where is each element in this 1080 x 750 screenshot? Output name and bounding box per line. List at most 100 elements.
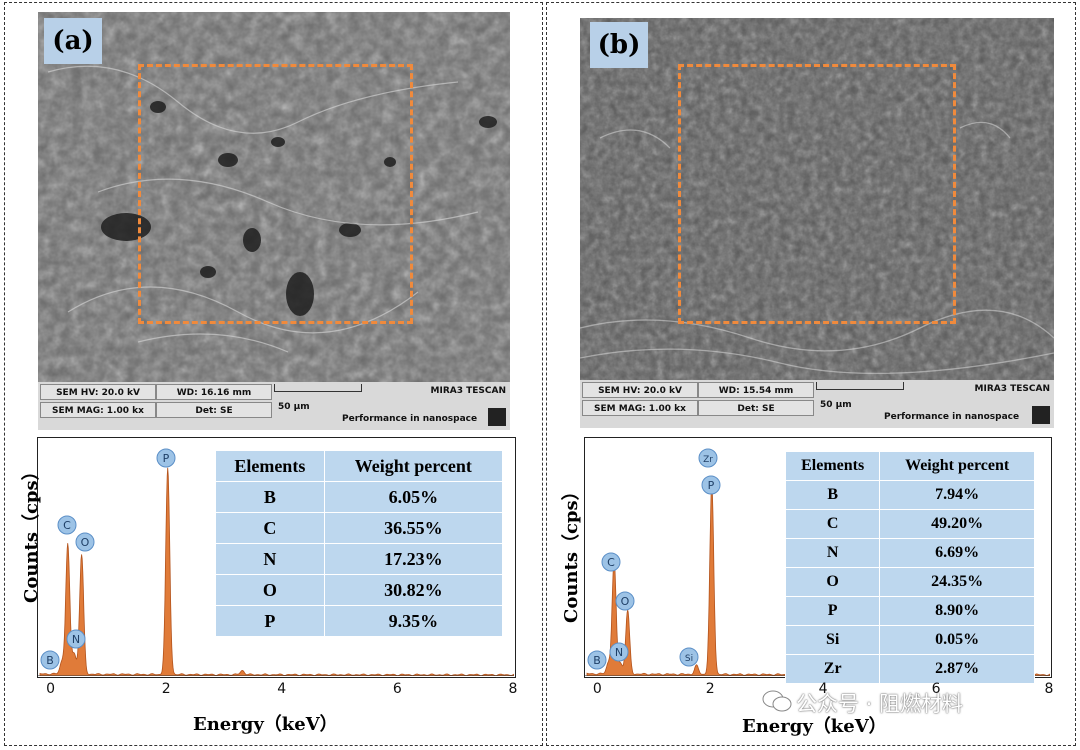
- element-name: N: [215, 543, 325, 575]
- peak-label-c: C: [601, 552, 621, 572]
- panel-label-b: (b): [590, 22, 648, 68]
- tescan-logo-icon: [488, 408, 506, 426]
- peak-label-text: P: [708, 479, 715, 492]
- x-tick-label: 2: [705, 681, 715, 697]
- peak-label-text: B: [46, 654, 54, 667]
- x-axis-label-a: Energy（keV）: [193, 714, 338, 735]
- x-tick-label: 4: [277, 681, 287, 697]
- x-tick-label: 8: [1044, 681, 1054, 697]
- table-row: O 30.82%: [215, 574, 504, 606]
- table-header: Weight percent: [323, 450, 504, 482]
- weight-percent: 24.35%: [879, 567, 1035, 597]
- element-name: P: [215, 605, 325, 637]
- peak-label-text: C: [63, 519, 71, 532]
- element-name: P: [784, 596, 881, 626]
- element-name: B: [784, 480, 881, 510]
- y-axis-label-b: Counts（cps）: [561, 482, 582, 623]
- sem-brand: MIRA3 TESCAN: [974, 384, 1050, 394]
- scale-label: 50 μm: [820, 400, 852, 410]
- wechat-icon: [762, 690, 792, 712]
- table-row: P 8.90%: [784, 596, 1035, 626]
- peak-label-text: O: [81, 536, 90, 549]
- peak-label-text: P: [163, 452, 170, 465]
- table-row: N 6.69%: [784, 538, 1035, 568]
- peak-label-zr: Zr: [698, 448, 718, 468]
- x-tick-label: 6: [931, 681, 941, 697]
- scale-bar: [816, 382, 904, 390]
- peak-label-c: C: [57, 515, 77, 535]
- y-axis-label-a: Counts（cps）: [21, 462, 42, 603]
- peak-label-o: O: [75, 532, 95, 552]
- panel-a-frame: [4, 2, 543, 746]
- element-name: Zr: [784, 654, 881, 684]
- sem-info-bar-a: SEM HV: 20.0 kV WD: 16.16 mm SEM MAG: 1.…: [38, 382, 510, 430]
- peak-label-b: B: [40, 650, 60, 670]
- tescan-logo-icon: [1032, 406, 1050, 424]
- peak-label-text: Si: [685, 654, 693, 664]
- peak-label-text: N: [72, 633, 80, 646]
- weight-percent: 36.55%: [323, 512, 504, 544]
- table-header: Elements: [784, 451, 881, 481]
- weight-percent: 6.05%: [323, 481, 504, 513]
- x-tick-label: 4: [818, 681, 828, 697]
- weight-percent: 49.20%: [879, 509, 1035, 539]
- element-name: C: [784, 509, 881, 539]
- sem-det: Det: SE: [156, 402, 272, 418]
- sem-mag: SEM MAG: 1.00 kx: [40, 402, 156, 418]
- peak-label-p: P: [156, 448, 176, 468]
- table-header: Elements: [215, 450, 325, 482]
- sem-det: Det: SE: [698, 400, 814, 416]
- weight-percent: 6.69%: [879, 538, 1035, 568]
- sem-tagline: Performance in nanospace: [342, 414, 478, 424]
- scale-bar: [274, 384, 362, 392]
- weight-percent: 17.23%: [323, 543, 504, 575]
- element-table-a: Elements Weight percent B 6.05% C 36.55% N 17.2…: [215, 450, 504, 637]
- sem-hv: SEM HV: 20.0 kV: [582, 382, 698, 398]
- element-name: Si: [784, 625, 881, 655]
- table-row: Zr 2.87%: [784, 654, 1035, 684]
- eds-region-box-a: [138, 64, 413, 324]
- table-row: Si 0.05%: [784, 625, 1035, 655]
- x-tick-label: 8: [508, 681, 518, 697]
- table-row: P 9.35%: [215, 605, 504, 637]
- scale-label: 50 μm: [278, 402, 310, 412]
- sem-hv: SEM HV: 20.0 kV: [40, 384, 156, 400]
- peak-label-b: B: [587, 650, 607, 670]
- weight-percent: 30.82%: [323, 574, 504, 606]
- eds-spectrum-b: B C N O Si P Zr Elements Weight percent B 7.94% C 4…: [584, 437, 1052, 684]
- table-row: O 24.35%: [784, 567, 1035, 597]
- x-tick-label: 0: [592, 681, 602, 697]
- weight-percent: 8.90%: [879, 596, 1035, 626]
- element-name: C: [215, 512, 325, 544]
- sem-mag: SEM MAG: 1.00 kx: [582, 400, 698, 416]
- sem-wd: WD: 15.54 mm: [698, 382, 814, 398]
- x-tick-label: 2: [161, 681, 171, 697]
- peak-label-si: Si: [679, 647, 699, 667]
- x-axis-label-b: Energy（keV）: [742, 716, 887, 737]
- weight-percent: 9.35%: [323, 605, 504, 637]
- sem-image-b: (b) SEM HV: 20.0 kV WD: 15.54 mm SEM MAG…: [580, 18, 1054, 428]
- panel-label-a: (a): [44, 18, 102, 64]
- panel-b-frame: [546, 2, 1076, 746]
- sem-texture-a: [38, 12, 510, 382]
- peak-label-text: C: [607, 556, 615, 569]
- table-row: B 7.94%: [784, 480, 1035, 510]
- weight-percent: 0.05%: [879, 625, 1035, 655]
- x-tick-label: 6: [392, 681, 402, 697]
- table-row: N 17.23%: [215, 543, 504, 575]
- sem-image-a: (a) SEM HV: 20.0 kV WD: 16.16 mm SEM MAG…: [38, 12, 510, 430]
- peak-label-n: N: [66, 629, 86, 649]
- peak-label-text: N: [615, 646, 623, 659]
- table-row: B 6.05%: [215, 481, 504, 513]
- peak-label-text: O: [621, 595, 630, 608]
- peak-label-o: O: [615, 591, 635, 611]
- eds-region-box-b: [678, 64, 956, 324]
- element-table-b: Elements Weight percent B 7.94% C 49.20% N 6.69…: [784, 451, 1035, 684]
- x-tick-label: 0: [46, 681, 56, 697]
- peak-label-p: P: [701, 475, 721, 495]
- table-header: Weight percent: [879, 451, 1035, 481]
- sem-wd: WD: 16.16 mm: [156, 384, 272, 400]
- watermark: 公众号 · 阻燃材料: [796, 692, 964, 716]
